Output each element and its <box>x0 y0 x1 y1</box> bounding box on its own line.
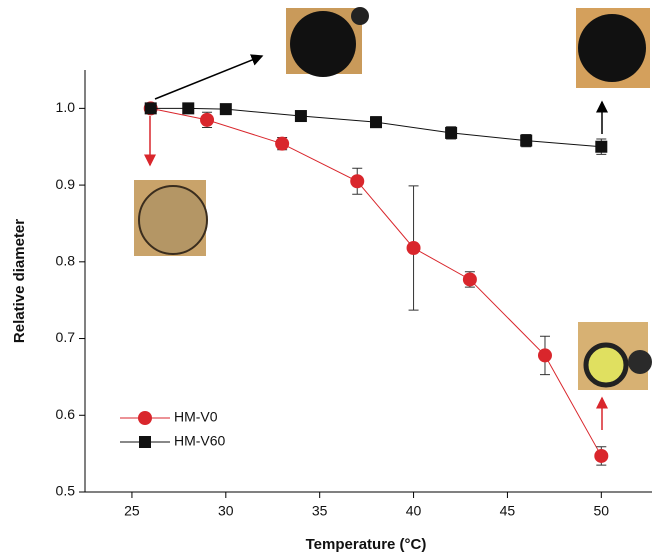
y-axis-label: Relative diameter <box>11 219 28 343</box>
y-tick-label: 0.6 <box>56 406 76 422</box>
x-tick-label: 45 <box>500 503 516 519</box>
y-tick-label: 0.9 <box>56 176 76 192</box>
x-axis-label: Temperature (°C) <box>306 536 427 553</box>
x-tick-label: 50 <box>594 503 610 519</box>
data-point <box>595 141 607 153</box>
data-point <box>370 116 382 128</box>
legend-marker <box>138 411 152 425</box>
y-tick-label: 0.8 <box>56 253 76 269</box>
data-point <box>350 174 364 188</box>
data-point <box>145 102 157 114</box>
data-point <box>463 272 477 286</box>
data-point <box>520 135 532 147</box>
x-tick-label: 25 <box>124 503 140 519</box>
x-tick-label: 40 <box>406 503 422 519</box>
data-point <box>445 127 457 139</box>
data-point <box>295 110 307 122</box>
data-point <box>200 113 214 127</box>
data-point <box>538 348 552 362</box>
x-tick-label: 35 <box>312 503 328 519</box>
legend-marker <box>139 436 151 448</box>
data-point <box>182 102 194 114</box>
y-tick-label: 0.5 <box>56 483 76 499</box>
y-tick-label: 1.0 <box>56 99 76 115</box>
data-point <box>275 137 289 151</box>
series-line <box>151 108 602 456</box>
inset-images <box>134 7 652 430</box>
legend-label: HM-V0 <box>174 409 218 425</box>
chart: Temperature (°C) Relative diameter 25 30 3… <box>0 0 659 557</box>
data-point <box>407 241 421 255</box>
legend-label: HM-V60 <box>174 433 226 449</box>
x-tick-label: 30 <box>218 503 234 519</box>
data-point <box>220 103 232 115</box>
y-tick-label: 0.7 <box>56 329 76 345</box>
data-point <box>594 449 608 463</box>
